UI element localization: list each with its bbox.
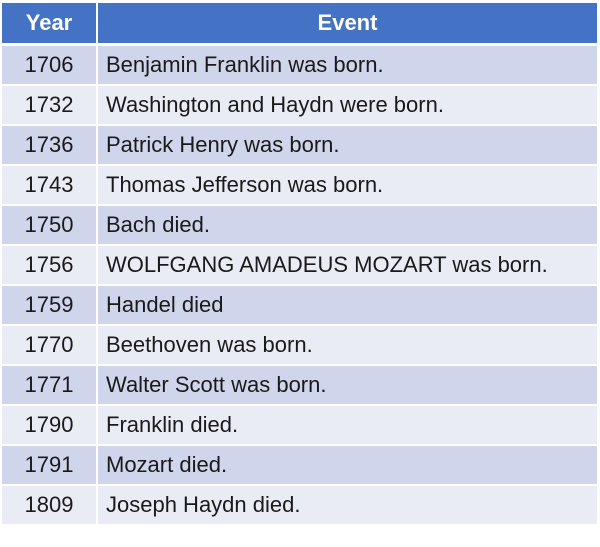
table-body: 1706 Benjamin Franklin was born. 1732 Wa… xyxy=(2,44,597,526)
table-row: 1790 Franklin died. xyxy=(2,405,597,446)
table-row: 1770 Beethoven was born. xyxy=(2,325,597,366)
year-cell: 1756 xyxy=(2,245,98,286)
table-row: 1743 Thomas Jefferson was born. xyxy=(2,165,597,206)
table-row: 1732 Washington and Haydn were born. xyxy=(2,85,597,126)
year-cell: 1770 xyxy=(2,325,98,366)
table-header: Year Event xyxy=(2,3,597,46)
event-cell: Beethoven was born. xyxy=(97,325,597,366)
event-column-header: Event xyxy=(97,3,597,46)
event-cell: Bach died. xyxy=(97,205,597,246)
year-cell: 1732 xyxy=(2,85,98,126)
year-cell: 1771 xyxy=(2,365,98,406)
year-cell: 1791 xyxy=(2,445,98,486)
table-row: 1771 Walter Scott was born. xyxy=(2,365,597,406)
header-row: Year Event xyxy=(2,3,597,46)
year-cell: 1736 xyxy=(2,125,98,166)
year-column-header: Year xyxy=(2,3,98,46)
event-cell: Thomas Jefferson was born. xyxy=(97,165,597,206)
year-cell: 1706 xyxy=(2,44,98,86)
event-cell: Benjamin Franklin was born. xyxy=(97,44,597,86)
event-cell: Joseph Haydn died. xyxy=(97,485,597,526)
event-cell: Mozart died. xyxy=(97,445,597,486)
table-row: 1736 Patrick Henry was born. xyxy=(2,125,597,166)
event-cell: Washington and Haydn were born. xyxy=(97,85,597,126)
year-cell: 1743 xyxy=(2,165,98,206)
timeline-table-container: Year Event 1706 Benjamin Franklin was bo… xyxy=(2,3,597,526)
event-cell: Patrick Henry was born. xyxy=(97,125,597,166)
year-cell: 1809 xyxy=(2,485,98,526)
event-cell: WOLFGANG AMADEUS MOZART was born. xyxy=(97,245,597,286)
year-cell: 1750 xyxy=(2,205,98,246)
table-row: 1756 WOLFGANG AMADEUS MOZART was born. xyxy=(2,245,597,286)
table-row: 1750 Bach died. xyxy=(2,205,597,246)
table-row: 1706 Benjamin Franklin was born. xyxy=(2,44,597,86)
table-row: 1809 Joseph Haydn died. xyxy=(2,485,597,526)
event-cell: Handel died xyxy=(97,285,597,326)
table-row: 1791 Mozart died. xyxy=(2,445,597,486)
timeline-table: Year Event 1706 Benjamin Franklin was bo… xyxy=(2,3,597,526)
table-row: 1759 Handel died xyxy=(2,285,597,326)
event-cell: Walter Scott was born. xyxy=(97,365,597,406)
event-cell: Franklin died. xyxy=(97,405,597,446)
year-cell: 1790 xyxy=(2,405,98,446)
year-cell: 1759 xyxy=(2,285,98,326)
